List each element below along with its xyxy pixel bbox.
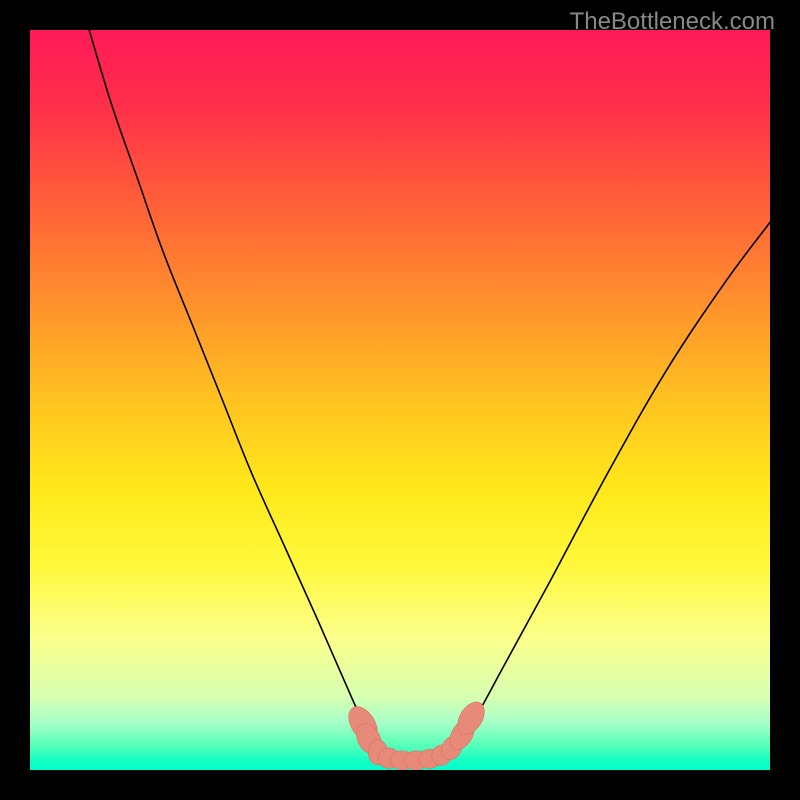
- gradient-background: [30, 30, 770, 770]
- plot-area: [30, 30, 770, 770]
- watermark-text: TheBottleneck.com: [570, 8, 775, 36]
- plot-svg: [30, 30, 770, 770]
- chart-frame: TheBottleneck.com: [0, 0, 800, 800]
